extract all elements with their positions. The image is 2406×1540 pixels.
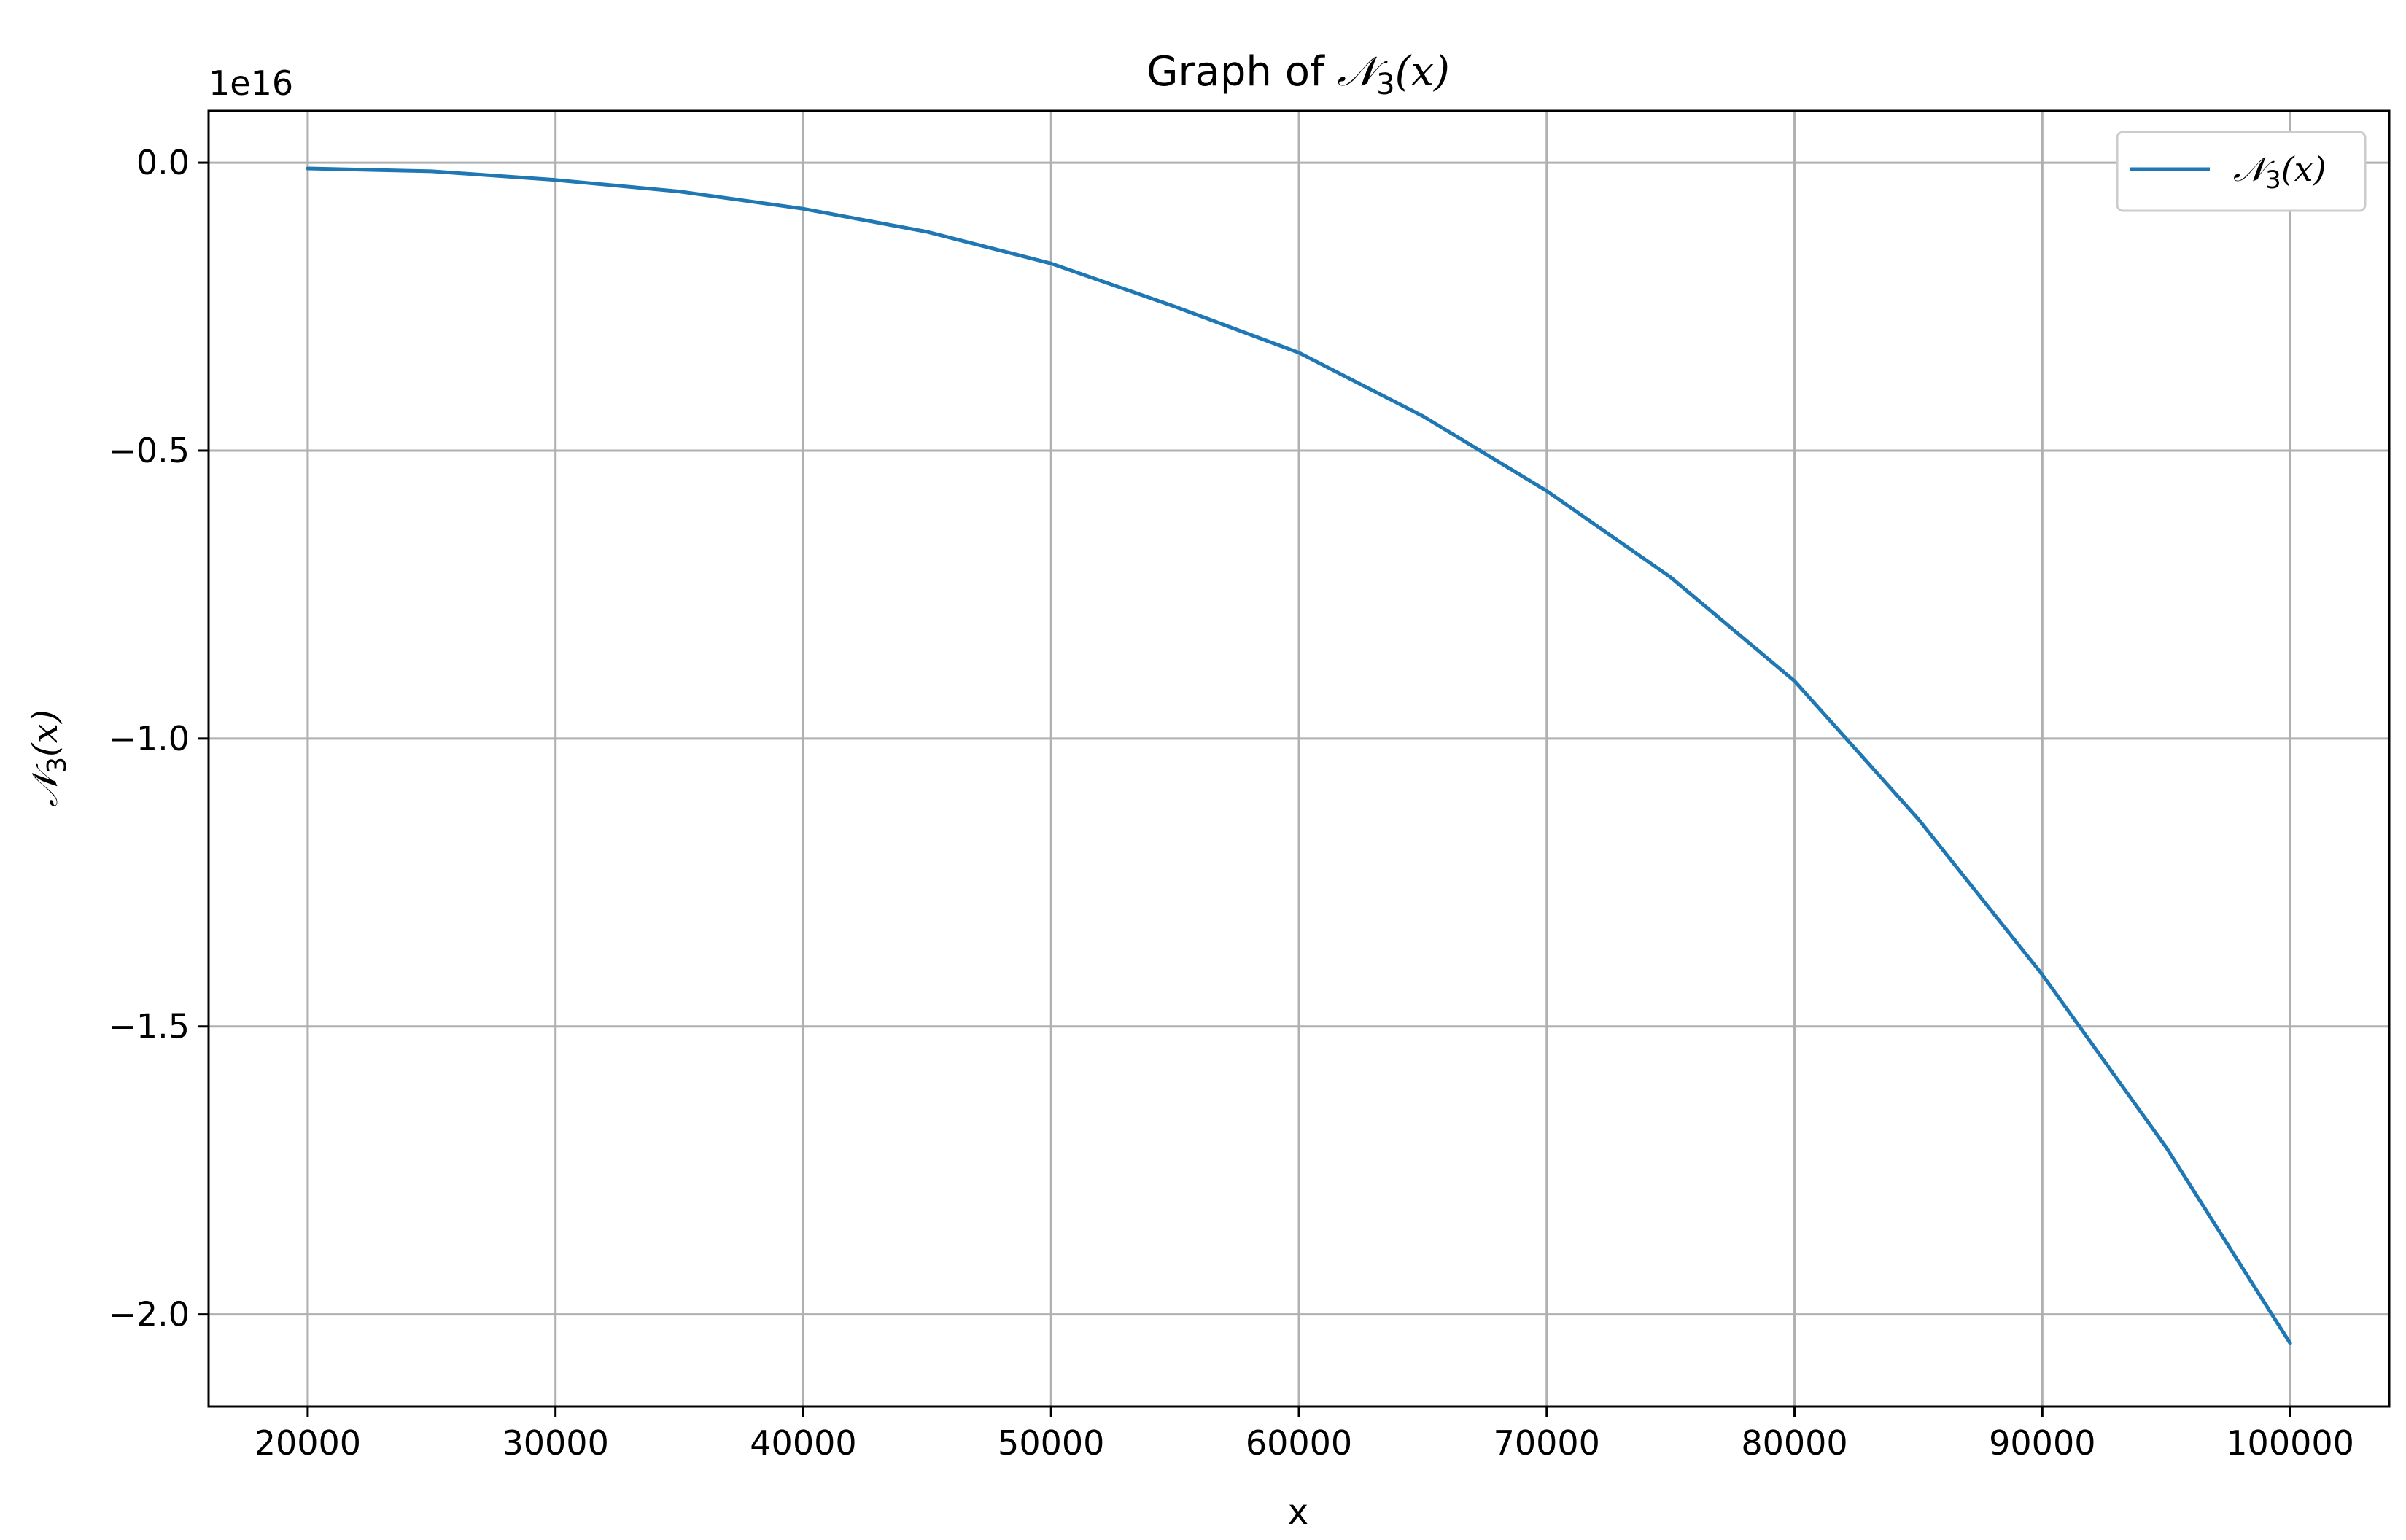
y-tick-label: −2.0 [108,1295,190,1334]
x-tick-label: 80000 [1741,1423,1847,1463]
chart-title: Graph of 𝒩3(x) [1146,48,1450,101]
x-axis-label: x [1288,1492,1308,1533]
series-line-n3 [306,166,2292,1345]
y-axis: 0.0 −0.5 −1.0 −1.5 −2.0 [108,143,209,1334]
y-tick-label: −1.5 [108,1007,190,1046]
x-tick-label: 70000 [1494,1423,1600,1463]
x-axis: 20000 30000 40000 50000 60000 70000 80000 90000… [255,1407,2354,1463]
x-tick-label: 40000 [750,1423,856,1463]
x-tick-label: 90000 [1989,1423,2095,1463]
x-tick-label: 50000 [998,1423,1104,1463]
legend: 𝒩3(x) [2116,131,2367,212]
x-tick-label: 20000 [255,1423,361,1463]
x-tick-label: 60000 [1246,1423,1352,1463]
x-tick-label: 100000 [2226,1423,2354,1463]
legend-label: 𝒩3(x) [2233,149,2327,195]
y-tick-label: −1.0 [108,719,190,758]
y-offset-text: 1e16 [209,63,293,103]
x-tick-label: 30000 [502,1423,609,1463]
legend-box [2116,131,2367,212]
grid [209,111,2389,1407]
y-tick-label: 0.0 [136,143,190,182]
y-tick-label: −0.5 [108,431,190,470]
